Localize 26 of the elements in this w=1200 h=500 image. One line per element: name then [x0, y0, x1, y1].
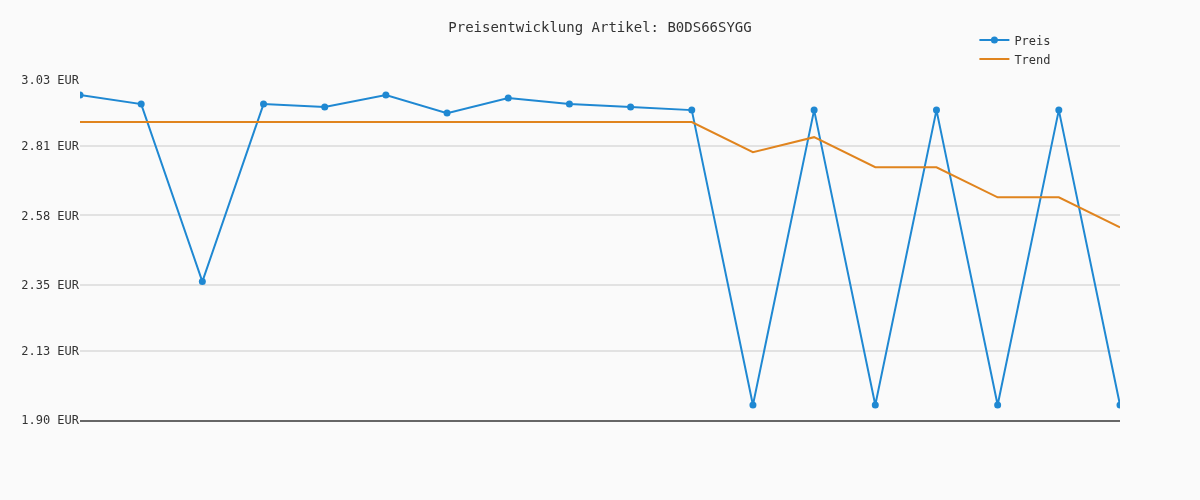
chart-title: Preisentwicklung Artikel: B0DS66SYGG [448, 19, 752, 36]
point [198, 278, 206, 286]
point [137, 100, 145, 108]
point [1055, 106, 1063, 114]
y-tick-label: 2.35 EUR [21, 277, 80, 292]
point [443, 109, 451, 117]
point [810, 106, 818, 114]
point [504, 94, 512, 102]
point [321, 103, 329, 111]
legend-label: Trend [1014, 52, 1051, 67]
point [382, 91, 390, 99]
point [688, 106, 696, 114]
point [932, 106, 940, 114]
y-tick-label: 2.81 EUR [21, 139, 80, 154]
y-tick-label: 2.58 EUR [21, 208, 80, 223]
point [260, 100, 268, 108]
y-tick-label: 1.90 EUR [21, 413, 80, 428]
point [994, 401, 1002, 409]
point [565, 100, 573, 108]
y-tick-label: 2.13 EUR [21, 344, 80, 358]
point [749, 401, 757, 409]
point [627, 103, 635, 111]
line-series [80, 121, 1120, 229]
point [871, 401, 879, 409]
y-tick-label: 3.03 EUR [21, 73, 80, 88]
legend-label: Preis [1014, 33, 1051, 48]
